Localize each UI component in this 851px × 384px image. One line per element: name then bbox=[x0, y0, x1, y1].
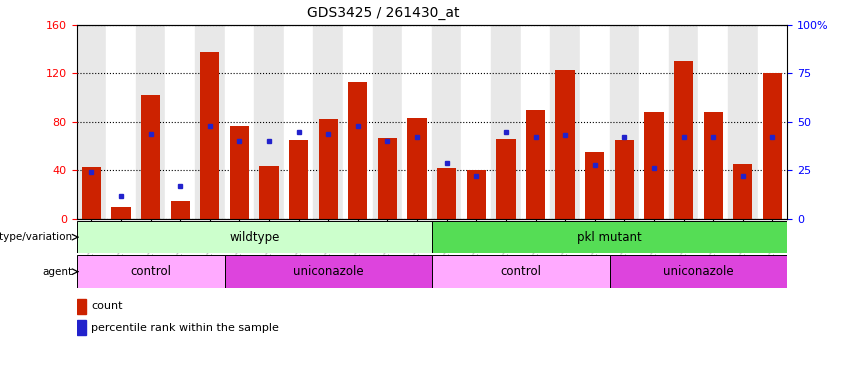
Bar bbox=[225, 25, 254, 219]
Text: uniconazole: uniconazole bbox=[293, 265, 363, 278]
Bar bbox=[585, 152, 604, 219]
Bar bbox=[318, 119, 338, 219]
Bar bbox=[431, 25, 461, 219]
Bar bbox=[225, 255, 432, 288]
Text: wildtype: wildtype bbox=[229, 231, 279, 243]
Bar bbox=[313, 25, 343, 219]
Text: percentile rank within the sample: percentile rank within the sample bbox=[91, 323, 279, 333]
Bar bbox=[461, 25, 491, 219]
Bar bbox=[348, 82, 368, 219]
Bar bbox=[106, 25, 136, 219]
Bar bbox=[432, 221, 787, 253]
Bar bbox=[580, 25, 609, 219]
Bar bbox=[437, 168, 456, 219]
Bar bbox=[551, 25, 580, 219]
Bar bbox=[195, 25, 225, 219]
Bar bbox=[170, 201, 190, 219]
Bar bbox=[136, 25, 165, 219]
Bar bbox=[408, 118, 426, 219]
Bar bbox=[141, 95, 160, 219]
Bar bbox=[757, 25, 787, 219]
Bar bbox=[674, 61, 694, 219]
Bar bbox=[403, 25, 431, 219]
Bar bbox=[609, 25, 639, 219]
Bar bbox=[734, 164, 752, 219]
Text: control: control bbox=[130, 265, 171, 278]
Bar bbox=[526, 110, 545, 219]
Bar bbox=[639, 25, 669, 219]
Bar bbox=[728, 25, 757, 219]
Text: agent: agent bbox=[43, 266, 72, 277]
Bar bbox=[82, 167, 101, 219]
Bar bbox=[432, 255, 609, 288]
Bar bbox=[556, 70, 574, 219]
Bar bbox=[77, 321, 86, 335]
Text: control: control bbox=[500, 265, 541, 278]
Bar bbox=[704, 112, 722, 219]
Bar bbox=[165, 25, 195, 219]
Text: pkl mutant: pkl mutant bbox=[577, 231, 642, 243]
Bar bbox=[111, 207, 130, 219]
Text: uniconazole: uniconazole bbox=[663, 265, 734, 278]
Bar bbox=[77, 221, 432, 253]
Bar bbox=[521, 25, 551, 219]
Text: GDS3425 / 261430_at: GDS3425 / 261430_at bbox=[306, 6, 460, 20]
Bar bbox=[699, 25, 728, 219]
Text: genotype/variation: genotype/variation bbox=[0, 232, 72, 242]
Bar bbox=[373, 25, 403, 219]
Bar bbox=[466, 170, 486, 219]
Bar bbox=[77, 25, 106, 219]
Text: count: count bbox=[91, 301, 123, 311]
Bar bbox=[609, 255, 787, 288]
Bar bbox=[491, 25, 521, 219]
Bar bbox=[496, 139, 516, 219]
Bar bbox=[343, 25, 373, 219]
Bar bbox=[200, 51, 220, 219]
Bar bbox=[77, 255, 225, 288]
Bar bbox=[289, 140, 308, 219]
Bar bbox=[230, 126, 249, 219]
Bar bbox=[260, 166, 278, 219]
Bar bbox=[669, 25, 699, 219]
Bar bbox=[614, 140, 634, 219]
Bar bbox=[378, 138, 397, 219]
Bar bbox=[77, 299, 86, 314]
Bar bbox=[254, 25, 284, 219]
Bar bbox=[644, 112, 664, 219]
Bar bbox=[284, 25, 313, 219]
Bar bbox=[762, 73, 782, 219]
